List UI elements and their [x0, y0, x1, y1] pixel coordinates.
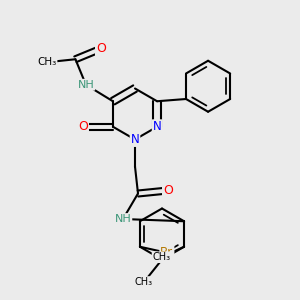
Text: NH: NH [77, 80, 94, 90]
Text: CH₃: CH₃ [152, 252, 171, 262]
Text: O: O [96, 42, 106, 55]
Text: O: O [163, 184, 173, 197]
Text: O: O [96, 42, 106, 55]
Text: CH₃: CH₃ [37, 57, 56, 67]
Text: O: O [163, 184, 173, 197]
Text: O: O [78, 120, 88, 133]
Text: O: O [78, 120, 88, 133]
Text: NH: NH [115, 214, 131, 224]
Text: CH₃: CH₃ [135, 277, 153, 287]
Text: Br: Br [160, 246, 173, 259]
Text: N: N [153, 120, 161, 133]
Text: N: N [130, 133, 140, 146]
